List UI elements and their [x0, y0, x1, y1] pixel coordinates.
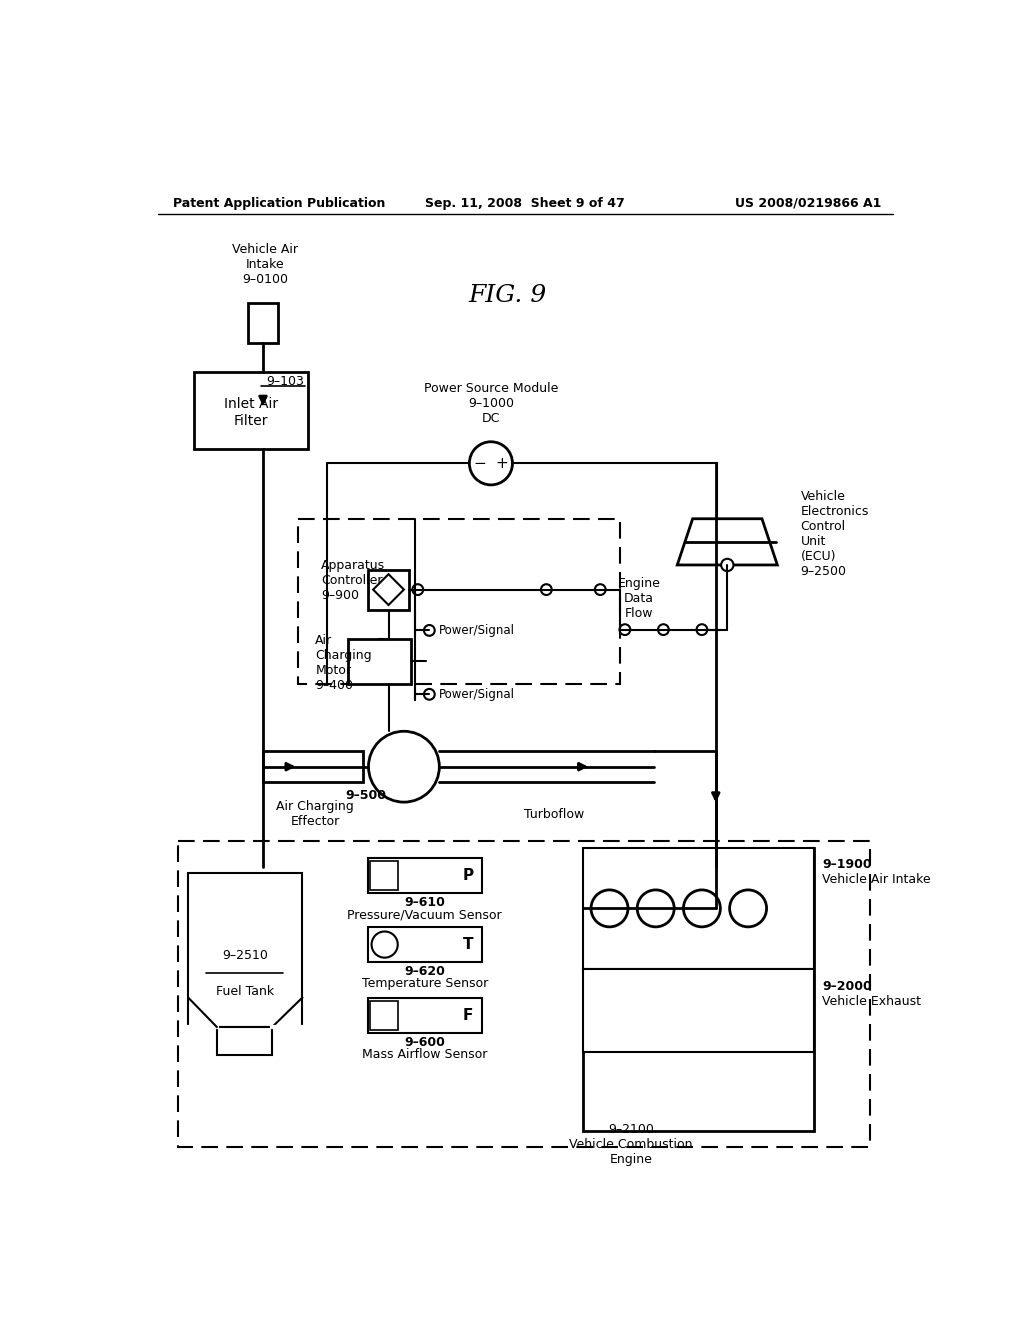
Text: 9–500: 9–500 — [345, 789, 386, 803]
Bar — [263, 751, 364, 781]
Bar — [368, 927, 481, 962]
Text: 9–2510: 9–2510 — [222, 949, 268, 962]
Text: Air
Charging
Motor
9–400: Air Charging Motor 9–400 — [315, 634, 372, 692]
Text: Mass Airflow Sensor: Mass Airflow Sensor — [362, 1048, 487, 1061]
Bar — [369, 570, 409, 610]
Text: 9–1900: 9–1900 — [822, 858, 871, 871]
Bar — [584, 847, 814, 969]
Text: 9–103: 9–103 — [266, 375, 304, 388]
Text: Vehicle Air
Intake
9–0100: Vehicle Air Intake 9–0100 — [232, 243, 298, 286]
Circle shape — [683, 890, 720, 927]
Bar — [194, 372, 307, 449]
Circle shape — [369, 731, 439, 803]
Circle shape — [620, 624, 631, 635]
Circle shape — [469, 442, 512, 484]
Bar — [217, 1027, 272, 1055]
Polygon shape — [677, 519, 777, 565]
Bar — [370, 1001, 397, 1030]
Circle shape — [372, 932, 397, 958]
Text: Fuel Tank: Fuel Tank — [216, 985, 274, 998]
Circle shape — [730, 890, 767, 927]
Bar — [584, 969, 814, 1052]
Text: 9–2100
Vehicle Combustion
Engine: 9–2100 Vehicle Combustion Engine — [569, 1123, 693, 1167]
Circle shape — [721, 558, 733, 572]
Circle shape — [424, 626, 435, 636]
Text: P: P — [462, 867, 473, 883]
Circle shape — [424, 689, 435, 700]
Text: Sep. 11, 2008  Sheet 9 of 47: Sep. 11, 2008 Sheet 9 of 47 — [425, 197, 625, 210]
Text: US 2008/0219866 A1: US 2008/0219866 A1 — [735, 197, 882, 210]
Bar — [178, 841, 869, 1147]
Text: Power/Signal: Power/Signal — [438, 688, 514, 701]
Text: Engine
Data
Flow: Engine Data Flow — [617, 577, 660, 620]
Text: Inlet Air
Filter: Inlet Air Filter — [223, 397, 278, 428]
Bar — [348, 639, 411, 684]
Circle shape — [413, 585, 423, 595]
Text: +: + — [496, 455, 508, 471]
Text: 9–620: 9–620 — [404, 965, 445, 978]
Text: 9–2000: 9–2000 — [822, 979, 871, 993]
Bar — [368, 998, 481, 1034]
Text: Apparatus
Controller
9–900: Apparatus Controller 9–900 — [321, 558, 385, 602]
Text: Power/Signal: Power/Signal — [438, 624, 514, 638]
Text: FIG. 9: FIG. 9 — [469, 284, 547, 308]
Circle shape — [591, 890, 628, 927]
Text: Vehicle
Electronics
Control
Unit
(ECU)
9–2500: Vehicle Electronics Control Unit (ECU) 9… — [801, 490, 868, 578]
Bar — [368, 858, 481, 894]
Bar — [370, 861, 397, 890]
Text: F: F — [463, 1008, 473, 1023]
Bar — [188, 873, 302, 1027]
Text: Patent Application Publication: Patent Application Publication — [173, 197, 385, 210]
Circle shape — [696, 624, 708, 635]
Text: Turboflow: Turboflow — [524, 808, 584, 821]
Bar — [249, 304, 278, 343]
Text: Temperature Sensor: Temperature Sensor — [361, 977, 487, 990]
Text: Vehicle Exhaust: Vehicle Exhaust — [822, 995, 921, 1008]
Text: −: − — [474, 455, 486, 471]
Bar — [584, 847, 814, 1131]
Text: Vehicle Air Intake: Vehicle Air Intake — [822, 874, 931, 887]
Circle shape — [595, 585, 605, 595]
Text: 9–600: 9–600 — [404, 1036, 445, 1049]
Text: 9–610: 9–610 — [404, 896, 445, 908]
Text: Pressure/Vacuum Sensor: Pressure/Vacuum Sensor — [347, 908, 502, 921]
Circle shape — [658, 624, 669, 635]
Text: Power Source Module
9–1000
DC: Power Source Module 9–1000 DC — [424, 381, 558, 425]
Circle shape — [541, 585, 552, 595]
Text: T: T — [463, 937, 473, 952]
Circle shape — [637, 890, 674, 927]
Bar — [298, 519, 621, 684]
Text: Air Charging
Effector: Air Charging Effector — [276, 800, 354, 829]
